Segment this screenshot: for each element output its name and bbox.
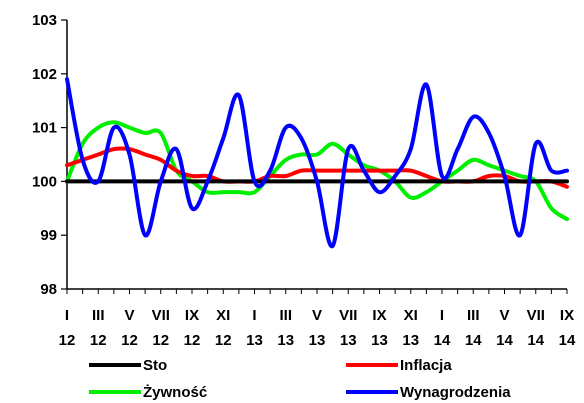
x-tick-label-month: III [92,307,105,324]
x-axis: I 12 III 12 V 12 VII 12 IX 12 XI 12 I 13 III 13 V 13 VII 13… [59,288,576,349]
legend: Sto Inflacja Żywność Wynagrodzenia [89,357,511,401]
x-tick-label-month: VII [339,307,357,324]
x-tick-label-month: VII [152,307,170,324]
series-line-inflacja [65,146,569,189]
x-tick-label-month: III [279,307,292,324]
y-tick-label: 101 [32,120,57,137]
legend-label: Sto [143,357,167,374]
x-tick-label-month: III [467,307,480,324]
x-tick-label-month: V [124,307,134,324]
x-tick-label-year: 13 [371,332,388,349]
x-tick-label-month: I [440,307,444,324]
x-tick-label-month: V [499,307,509,324]
legend-label: Wynagrodzenia [400,384,511,401]
x-tick-label-year: 13 [402,332,419,349]
y-tick-label: 98 [40,281,57,298]
x-tick-label-year: 12 [59,332,76,349]
series-line-wynagrodzenia [65,77,569,248]
y-tick-label: 103 [32,12,57,29]
series-lines [65,77,569,248]
x-tick-label-year: 14 [496,332,513,349]
x-tick-label-year: 14 [559,332,576,349]
y-tick-label: 99 [40,227,57,244]
x-tick-label-year: 12 [152,332,169,349]
y-tick-label: 100 [32,173,57,190]
legend-label: Żywność [143,384,207,401]
x-tick-label-month: IX [560,307,574,324]
x-tick-label-month: VII [527,307,545,324]
x-tick-label-year: 12 [184,332,201,349]
legend-label: Inflacja [400,357,452,374]
y-tick-label: 102 [32,66,57,83]
x-tick-label-year: 12 [215,332,232,349]
x-tick-label-year: 14 [434,332,451,349]
x-tick-label-month: IX [372,307,386,324]
x-tick-label-month: XI [216,307,230,324]
x-tick-label-month: I [65,307,69,324]
x-tick-label-year: 13 [340,332,357,349]
x-tick-label-year: 12 [90,332,107,349]
x-tick-label-month: XI [404,307,418,324]
x-tick-label-year: 13 [309,332,326,349]
x-tick-label-month: I [252,307,256,324]
x-tick-label-month: V [312,307,322,324]
x-tick-label-year: 14 [465,332,482,349]
y-axis: 98 99 100 101 102 103 [32,12,68,298]
x-tick-label-year: 13 [277,332,294,349]
series-line-zywnosc [65,120,569,222]
x-tick-label-year: 14 [527,332,544,349]
x-tick-label-year: 13 [246,332,263,349]
x-tick-label-month: IX [185,307,199,324]
x-tick-label-year: 12 [121,332,138,349]
